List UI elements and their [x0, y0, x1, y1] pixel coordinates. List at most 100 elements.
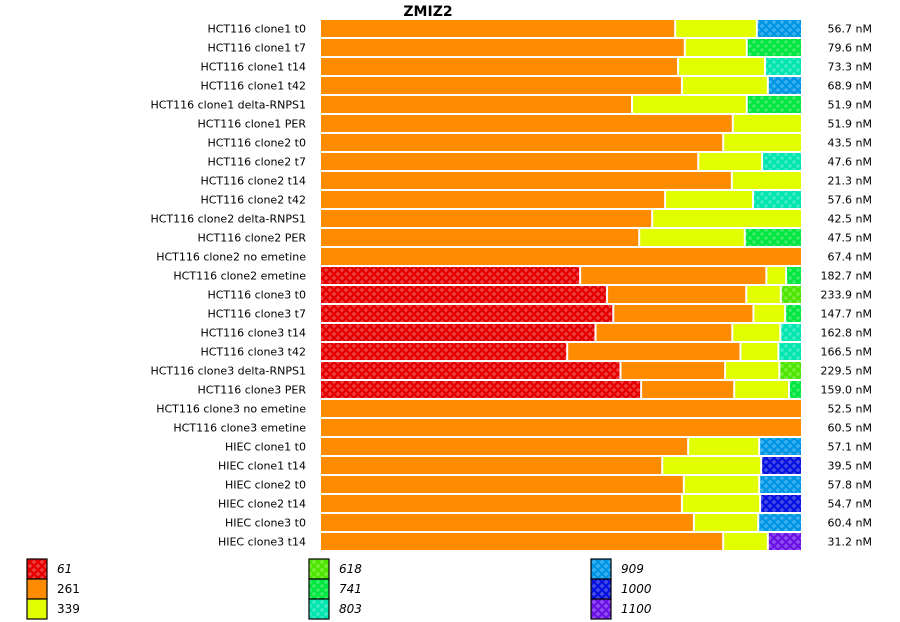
legend-swatch	[26, 598, 48, 620]
bar-row: HCT116 clone3 t42 166.5 nM	[200, 343, 872, 360]
bar-segment-339	[682, 495, 760, 512]
bar-row: HIEC clone3 t14 31.2 nM	[218, 533, 872, 550]
row-total-label: 79.6 nM	[828, 42, 872, 55]
bar-segment-261	[321, 438, 688, 455]
legend-swatch	[26, 558, 48, 580]
row-total-label: 51.9 nM	[828, 99, 872, 112]
bar-segment-339	[666, 191, 752, 208]
bar-segment-261	[321, 229, 639, 246]
chart-title: ZMIZ2	[403, 4, 452, 20]
bar-segment-261	[614, 305, 753, 322]
bar-segment-61	[321, 324, 595, 341]
legend-label: 1000	[621, 582, 652, 596]
bar-segment-61	[321, 305, 613, 322]
legend-swatch	[590, 578, 612, 600]
legend: 61 261 339 618 741 803 909 1000 1100	[26, 558, 652, 620]
row-total-label: 43.5 nM	[828, 137, 872, 150]
row-label: HCT116 clone2 emetine	[173, 270, 306, 283]
bar-segment-618	[780, 362, 801, 379]
row-label: HCT116 clone1 delta-RNPS1	[150, 99, 306, 112]
row-total-label: 39.5 nM	[828, 460, 872, 473]
bar-segment-741	[747, 96, 801, 113]
row-total-label: 60.4 nM	[828, 517, 872, 530]
bar-segment-339	[747, 286, 780, 303]
bar-row: HCT116 clone3 t14 162.8 nM	[200, 324, 872, 341]
bar-segment-339	[685, 39, 746, 56]
bar-segment-339	[732, 172, 801, 189]
bar-segment-261	[568, 343, 740, 360]
bar-segment-741	[747, 39, 801, 56]
bar-segment-741	[786, 305, 801, 322]
row-label: HCT116 clone1 t7	[207, 42, 306, 55]
legend-item: 61	[26, 558, 72, 580]
row-label: HCT116 clone2 no emetine	[156, 251, 306, 264]
bar-segment-803	[765, 58, 801, 75]
bar-row: HCT116 clone2 t14 21.3 nM	[200, 172, 872, 189]
bar-segment-339	[724, 134, 801, 151]
bar-segment-909	[760, 438, 801, 455]
bar-segment-339	[724, 533, 767, 550]
bar-row: HCT116 clone3 no emetine 52.5 nM	[156, 400, 872, 417]
bar-segment-339	[684, 476, 759, 493]
bar-segment-339	[682, 77, 767, 94]
bar-segment-261	[321, 134, 723, 151]
bar-segment-339	[663, 457, 761, 474]
row-total-label: 21.3 nM	[828, 175, 872, 188]
bar-segment-261	[321, 514, 693, 531]
legend-swatch	[590, 598, 612, 620]
legend-item: 1000	[590, 578, 652, 600]
bar-segment-741	[745, 229, 801, 246]
bar-row: HIEC clone2 t0 57.8 nM	[225, 476, 872, 493]
row-total-label: 57.6 nM	[828, 194, 872, 207]
legend-label: 803	[339, 602, 362, 616]
row-label: HCT116 clone3 emetine	[173, 422, 306, 435]
bar-segment-339	[633, 96, 746, 113]
bar-row: HCT116 clone2 t7 47.6 nM	[207, 153, 872, 170]
bar-row: HCT116 clone3 delta-RNPS1 229.5 nM	[150, 362, 872, 379]
bar-segment-803	[753, 191, 801, 208]
bar-segment-741	[787, 267, 801, 284]
bar-segment-803	[779, 343, 801, 360]
bar-segment-261	[321, 248, 801, 265]
bar-segment-61	[321, 381, 641, 398]
bar-segment-261	[321, 115, 732, 132]
bar-row: HCT116 clone1 t42 68.9 nM	[200, 77, 872, 94]
row-total-label: 56.7 nM	[828, 23, 872, 36]
legend-label: 339	[57, 602, 80, 616]
bar-segment-261	[321, 533, 723, 550]
bar-segment-339	[640, 229, 744, 246]
legend-item: 261	[26, 578, 80, 600]
bar-segment-339	[741, 343, 778, 360]
bar-segment-1100	[768, 533, 801, 550]
bar-segment-339	[726, 362, 779, 379]
row-label: HIEC clone1 t14	[218, 460, 306, 473]
row-label: HCT116 clone3 t14	[200, 327, 306, 340]
bar-segment-339	[676, 20, 756, 37]
legend-item: 803	[308, 598, 362, 620]
row-label: HCT116 clone1 t42	[200, 80, 306, 93]
bar-row: HIEC clone3 t0 60.4 nM	[225, 514, 872, 531]
bar-row: HCT116 clone2 t42 57.6 nM	[200, 191, 872, 208]
bar-segment-261	[321, 191, 665, 208]
row-total-label: 147.7 nM	[821, 308, 872, 321]
bar-row: HCT116 clone3 PER 159.0 nM	[198, 381, 872, 398]
bar-row: HCT116 clone1 t0 56.7 nM	[207, 20, 872, 37]
bar-row: HCT116 clone1 delta-RNPS1 51.9 nM	[150, 96, 872, 113]
legend-label: 1100	[621, 602, 652, 616]
row-total-label: 42.5 nM	[828, 213, 872, 226]
bar-segment-339	[754, 305, 785, 322]
row-total-label: 229.5 nM	[821, 365, 872, 378]
row-total-label: 51.9 nM	[828, 118, 872, 131]
bar-segment-261	[321, 58, 678, 75]
bar-row: HCT116 clone2 PER 47.5 nM	[198, 229, 872, 246]
bar-row: HCT116 clone3 t0 233.9 nM	[207, 286, 872, 303]
bar-row: HIEC clone1 t0 57.1 nM	[225, 438, 872, 455]
row-total-label: 166.5 nM	[821, 346, 872, 359]
bar-segment-339	[653, 210, 801, 227]
row-label: HIEC clone3 t0	[225, 517, 306, 530]
legend-swatch	[308, 598, 330, 620]
bar-segment-261	[608, 286, 746, 303]
bar-segment-618	[781, 286, 801, 303]
legend-swatch	[590, 558, 612, 580]
legend-label: 261	[57, 582, 80, 596]
